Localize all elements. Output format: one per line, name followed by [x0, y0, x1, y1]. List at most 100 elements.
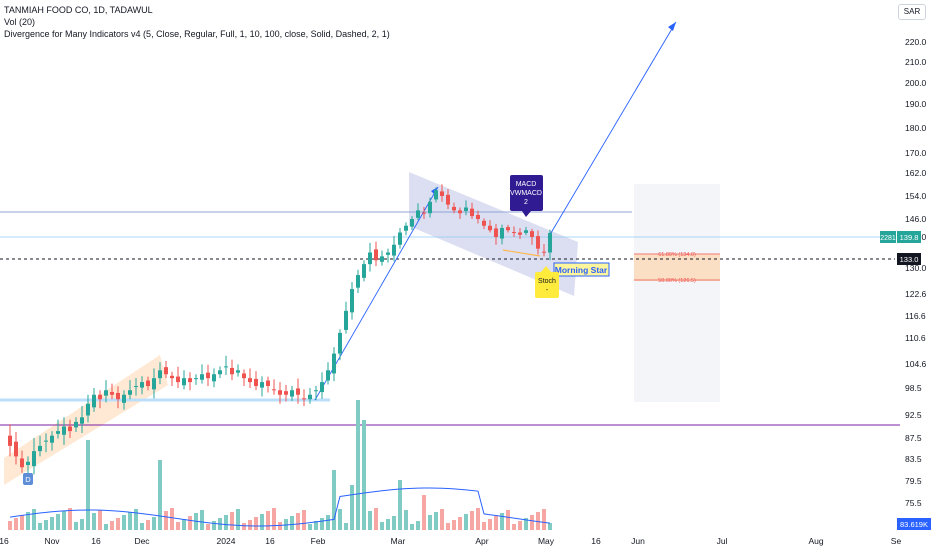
- last-price-badge-text: 139.8: [900, 233, 919, 242]
- stoch-text: Stoch: [538, 278, 556, 285]
- volume-bar: [32, 509, 36, 530]
- fib-618-label: 61.80% (134.0): [658, 252, 696, 258]
- volume-bar: [308, 524, 312, 530]
- candle: [182, 370, 186, 390]
- volume-bar: [14, 518, 18, 530]
- price-tick-label: 75.5: [905, 498, 922, 508]
- candle: [104, 380, 108, 403]
- candle: [248, 368, 252, 388]
- time-tick-label: 2024: [217, 536, 236, 546]
- volume-indicator-label[interactable]: Vol (20): [4, 17, 36, 27]
- volume-bar: [152, 517, 156, 530]
- volume-bar: [488, 519, 492, 530]
- candle: [404, 222, 408, 236]
- candle: [152, 368, 156, 399]
- volume-bar: [482, 522, 486, 530]
- volume-bar: [326, 515, 330, 530]
- time-tick-label: Nov: [44, 536, 60, 546]
- volume-badge-text: 83.619K: [900, 520, 928, 529]
- time-tick-label: Apr: [475, 536, 488, 546]
- volume-bar: [392, 516, 396, 530]
- price-tick-label: 180.0: [905, 123, 927, 133]
- candle: [242, 369, 246, 387]
- time-axis[interactable]: 16 Nov 16 Dec 2024 16 Feb Mar Apr May 16 Jun Jul Aug S…: [0, 536, 901, 546]
- volume-bar: [116, 518, 120, 530]
- candle: [194, 374, 198, 385]
- candle: [38, 435, 42, 457]
- candle: [86, 394, 90, 423]
- morning-star-label[interactable]: Morning Star: [553, 262, 610, 277]
- volume-bar: [50, 517, 54, 530]
- candle: [80, 406, 84, 433]
- last-volume-badge-text: 2281: [880, 235, 896, 242]
- time-tick-label: Mar: [391, 536, 406, 546]
- volume-bar: [20, 515, 24, 530]
- time-tick-label: Jun: [631, 536, 645, 546]
- price-tick-label: 83.5: [905, 454, 922, 464]
- fib-618-zone: [634, 254, 720, 281]
- price-tick-label: 154.0: [905, 191, 927, 201]
- candle: [128, 380, 132, 400]
- price-tick-label: 116.6: [905, 311, 926, 321]
- price-tick-label: 104.6: [905, 359, 927, 369]
- macd-text-2: VWMACD: [510, 190, 542, 197]
- candlesticks: [8, 184, 552, 477]
- candle: [368, 242, 372, 272]
- volume-bar: [500, 513, 504, 530]
- volume-bar: [512, 524, 516, 530]
- candle: [320, 372, 324, 399]
- time-tick-label: Dec: [134, 536, 150, 546]
- volume-bar: [68, 508, 72, 530]
- volume-bar: [260, 514, 264, 530]
- candle: [146, 376, 150, 391]
- candle: [284, 384, 288, 402]
- volume-bar: [428, 515, 432, 530]
- volume-bar: [272, 508, 276, 530]
- stoch-label[interactable]: Stoch -: [535, 266, 559, 298]
- time-tick-label: Jul: [717, 536, 728, 546]
- volume-bar: [122, 515, 126, 530]
- volume-bar: [362, 420, 366, 530]
- candle: [290, 386, 294, 402]
- volume-bar: [146, 520, 150, 530]
- divergence-indicator-label[interactable]: Divergence for Many Indicators v4 (5, Cl…: [4, 29, 390, 39]
- volume-bar: [182, 519, 186, 530]
- volume-bar: [236, 509, 240, 530]
- price-axis[interactable]: 75.5 79.5 83.5 87.5 92.5 98.5 104.6 110.6 116.6 1…: [905, 37, 927, 508]
- candle: [476, 210, 480, 224]
- candle: [500, 224, 504, 245]
- candle: [50, 431, 54, 451]
- price-tick-label: 162.0: [905, 168, 927, 178]
- candle: [326, 362, 330, 385]
- candle: [410, 216, 414, 231]
- price-tick-label: 98.5: [905, 383, 922, 393]
- volume-bar: [524, 518, 528, 530]
- price-tick-label: 122.6: [905, 289, 927, 299]
- candle: [98, 390, 102, 409]
- price-tick-label: 190.0: [905, 99, 927, 109]
- volume-bars: [8, 400, 552, 530]
- macd-label[interactable]: MACD VWMACD 2: [510, 175, 543, 217]
- volume-bar: [212, 521, 216, 530]
- symbol-title[interactable]: TANMIAH FOOD CO, 1D, TADAWUL: [4, 5, 153, 15]
- volume-bar: [170, 508, 174, 530]
- volume-bar: [290, 516, 294, 530]
- volume-bar: [188, 516, 192, 530]
- volume-bar: [416, 521, 420, 530]
- volume-bar: [62, 511, 66, 530]
- volume-bar: [296, 513, 300, 530]
- morning-star-text: Morning Star: [555, 265, 608, 275]
- candle: [14, 432, 18, 465]
- divergence-marker[interactable]: D: [23, 473, 33, 485]
- macd-text-1: MACD: [516, 181, 537, 188]
- candle: [266, 376, 270, 393]
- last-price-badge: 2281 139.8: [880, 231, 921, 243]
- volume-bar: [518, 521, 522, 530]
- volume-bar: [206, 524, 210, 530]
- candle: [548, 229, 552, 261]
- line-price-badge: 133.0: [897, 253, 921, 265]
- candle: [170, 371, 174, 387]
- fib-50-label: 50.00% (126.5): [658, 278, 696, 284]
- currency-selector[interactable]: SAR: [898, 4, 926, 20]
